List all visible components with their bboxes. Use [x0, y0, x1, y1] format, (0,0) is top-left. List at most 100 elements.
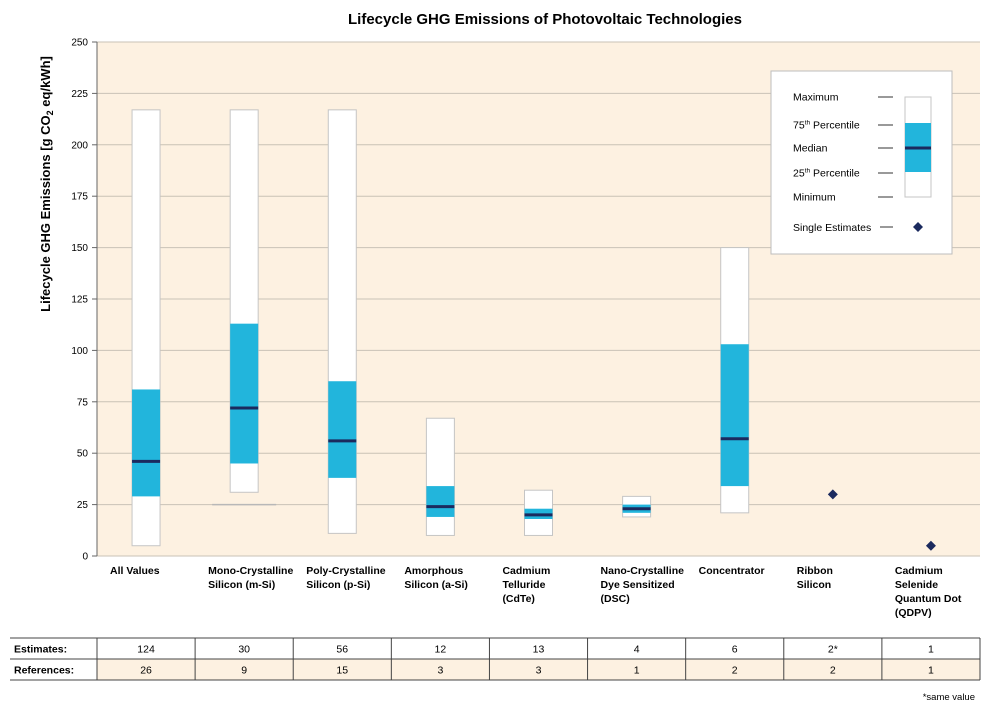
x-category-label: Amorphous Silicon (a-Si) [404, 565, 468, 591]
category-label-line: Poly-Crystalline [306, 565, 386, 577]
x-category-label: Mono-Crystalline Silicon (m-Si) [208, 565, 293, 591]
range-box [425, 417, 455, 536]
x-category-label: All Values [110, 565, 160, 577]
category-label-line: Cadmium [895, 565, 943, 577]
x-category-label: Concentrator [699, 565, 765, 577]
table-cell: 1 [928, 644, 934, 656]
table-cell: 56 [336, 644, 348, 656]
table-cell: 4 [634, 644, 640, 656]
box-group [131, 109, 161, 547]
category-label-line: Silicon [797, 579, 831, 591]
category-label-line: Ribbon [797, 565, 833, 577]
y-axis-ticks: 0 25 50 75 100 125 150 175 200 225 250 [71, 38, 98, 563]
table-cell: 13 [533, 644, 545, 656]
legend-label-sup: th [805, 168, 811, 175]
legend-label-num: 75 [793, 120, 805, 132]
table-cell: 3 [536, 665, 542, 677]
category-label-line: (DSC) [601, 593, 630, 605]
category-label-line: Mono-Crystalline [208, 565, 293, 577]
y-tick-label: 125 [71, 295, 88, 306]
table-cell: 3 [437, 665, 443, 677]
table-cell: 124 [137, 644, 155, 656]
category-label-line: Silicon (p-Si) [306, 579, 370, 591]
y-label-subscript: 2 [45, 110, 55, 115]
y-tick-label: 200 [71, 140, 88, 151]
legend-item-label: Median [793, 143, 828, 155]
iqr-box [328, 381, 357, 478]
y-label-part: eq/kWh] [38, 56, 53, 110]
box-series [131, 109, 936, 551]
table-cell: 2 [732, 665, 738, 677]
x-category-label: Ribbon Silicon [797, 565, 833, 591]
category-label-line: Cadmium [502, 565, 550, 577]
y-tick-label: 25 [77, 500, 89, 511]
x-axis-categories: All Values Mono-Crystalline Silicon (m-Si)… [110, 565, 962, 619]
x-category-label: Cadmium Telluride (CdTe) [502, 565, 550, 605]
legend-item-label: Maximum [793, 92, 839, 104]
legend-single-marker [913, 222, 923, 232]
iqr-box [132, 389, 161, 497]
y-tick-label: 75 [77, 397, 89, 408]
category-label-line: Quantum Dot [895, 593, 962, 605]
category-label-line: Dye Sensitized [601, 579, 675, 591]
legend-label-text: Percentile [810, 168, 860, 180]
category-label-line: Silicon (a-Si) [404, 579, 468, 591]
box-group [327, 109, 357, 534]
box-group [827, 489, 838, 500]
table-footnote: *same value [923, 692, 975, 703]
table-cell: 26 [140, 665, 152, 677]
y-tick-label: 0 [82, 552, 88, 563]
box-group [622, 495, 652, 518]
single-estimate-marker [827, 489, 838, 500]
chart-title: Lifecycle GHG Emissions of Photovoltaic … [348, 11, 742, 28]
y-tick-label: 175 [71, 192, 88, 203]
legend-item-label: 25th Percentile [793, 168, 860, 180]
table-cell: 2 [830, 665, 836, 677]
y-tick-label: 150 [71, 243, 88, 254]
box-group [524, 489, 553, 536]
y-tick-label: 100 [71, 346, 88, 357]
x-category-label: Nano-Crystalline Dye Sensitized (DSC) [601, 565, 685, 605]
table-cell: 6 [732, 644, 738, 656]
category-label-line: (QDPV) [895, 607, 932, 619]
y-tick-label: 250 [71, 38, 88, 49]
y-tick-label: 225 [71, 89, 88, 100]
iqr-box [426, 486, 455, 517]
legend-label-num: 25 [793, 168, 805, 180]
table-cell: 15 [336, 665, 348, 677]
table-row-background [97, 659, 980, 680]
legend-item-label: 75th Percentile [793, 120, 860, 132]
y-axis-label: Lifecycle GHG Emissions [g CO2 eq/kWh] [38, 56, 55, 312]
category-label-line: (CdTe) [502, 593, 534, 605]
category-label-line: Nano-Crystalline [601, 565, 685, 577]
legend-item-label: Minimum [793, 192, 836, 204]
table-cell: 12 [435, 644, 447, 656]
single-estimate-marker [925, 540, 936, 551]
table-cell: 9 [241, 665, 247, 677]
table-cell: 1 [634, 665, 640, 677]
x-category-label: Poly-Crystalline Silicon (p-Si) [306, 565, 386, 591]
table-row-label: Estimates: [14, 644, 67, 656]
category-label-line: All Values [110, 565, 160, 577]
iqr-box [720, 344, 749, 487]
category-label-line: Selenide [895, 579, 938, 591]
table-row-label: References: [14, 665, 74, 677]
table-cell: 1 [928, 665, 934, 677]
y-label-part: Lifecycle GHG Emissions [g CO [38, 115, 53, 312]
box-group [212, 109, 277, 506]
category-label-line: Telluride [502, 579, 545, 591]
x-category-label: Cadmium Selenide Quantum Dot (QDPV) [895, 565, 962, 619]
category-label-line: Amorphous [404, 565, 463, 577]
table-cell: 2* [828, 644, 838, 656]
box-group [720, 247, 750, 514]
category-label-line: Silicon (m-Si) [208, 579, 275, 591]
iqr-box [230, 323, 259, 464]
legend-label-sup: th [805, 120, 811, 127]
box-group [925, 540, 936, 551]
table-cell: 30 [238, 644, 250, 656]
legend-label-text: Percentile [810, 120, 860, 132]
y-tick-label: 50 [77, 449, 89, 460]
